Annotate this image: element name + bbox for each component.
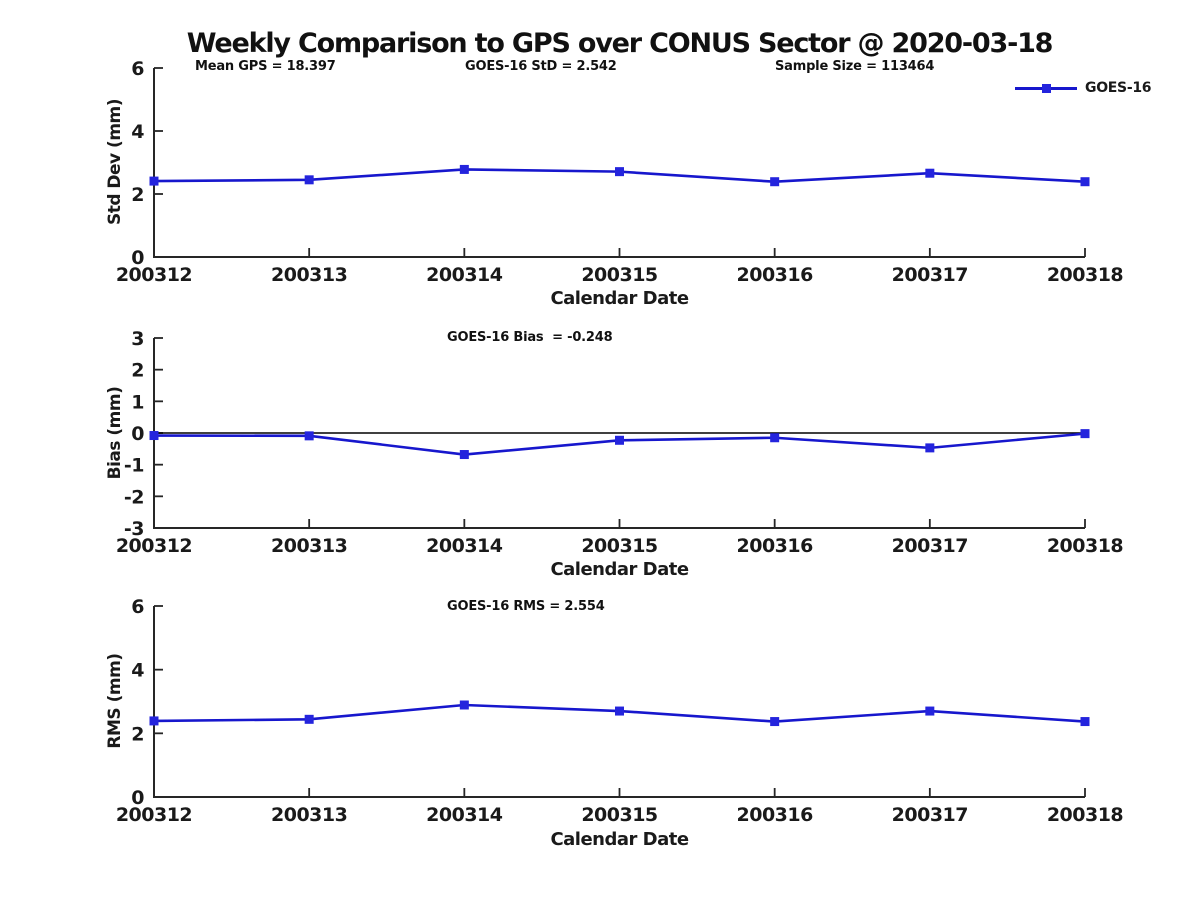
y-axis-label-stddev: Std Dev (mm) — [105, 98, 125, 226]
data-point-marker — [615, 435, 624, 445]
x-axis-label-calendar-date-1: Calendar Date — [550, 288, 689, 309]
axes-frame — [153, 68, 1085, 258]
x-tick-label: 200313 — [271, 535, 347, 557]
legend-line-sample — [1015, 83, 1077, 93]
x-tick-label: 200317 — [892, 804, 968, 826]
data-point-marker — [925, 706, 935, 716]
x-tick-label: 200318 — [1047, 264, 1124, 286]
annotation-goes16-std: GOES-16 StD = 2.542 — [465, 59, 617, 74]
y-tick-label: 4 — [131, 660, 144, 682]
y-tick-label: -2 — [124, 486, 144, 508]
y-tick-label: 6 — [131, 596, 144, 618]
legend-marker-icon — [1041, 83, 1051, 93]
x-tick-label: 200317 — [892, 264, 968, 286]
annotation-goes16-bias: GOES-16 Bias = -0.248 — [447, 330, 613, 345]
y-tick-label: 0 — [131, 787, 144, 809]
y-tick-label: -1 — [124, 455, 144, 477]
subplot-1: -3 -2 -1 0 1 2 3 200312 200313 200314 200315 200316… — [116, 328, 1124, 557]
data-point-marker — [149, 176, 159, 186]
data-point-marker — [770, 717, 780, 727]
data-point-marker — [459, 450, 469, 460]
y-tick-label: 2 — [131, 184, 144, 206]
x-tick-label: 200314 — [426, 804, 503, 826]
annotation-mean-gps: Mean GPS = 18.397 — [195, 59, 336, 74]
x-tick-label: 200312 — [116, 535, 192, 557]
x-tick-label: 200317 — [892, 535, 968, 557]
subplot-2: 0 2 4 6 200312 200313 200314 200315 200316 200317… — [116, 596, 1124, 826]
y-tick-label: 0 — [131, 423, 144, 445]
x-axis-label-calendar-date-2: Calendar Date — [550, 559, 689, 580]
y-tick-label: 2 — [131, 723, 144, 745]
data-point-marker — [304, 175, 314, 185]
data-point-marker — [925, 443, 935, 453]
x-tick-label: 200315 — [581, 804, 657, 826]
annotation-sample-size: Sample Size = 113464 — [775, 59, 935, 74]
data-point-marker — [304, 431, 314, 441]
axes-frame — [153, 606, 1085, 798]
legend-label: GOES-16 — [1085, 80, 1152, 96]
data-point-marker — [1080, 717, 1090, 727]
annotation-goes16-rms: GOES-16 RMS = 2.554 — [447, 599, 605, 614]
y-tick-label: 6 — [131, 58, 144, 80]
y-tick-label: 1 — [131, 391, 144, 413]
data-point-marker — [1080, 429, 1090, 439]
data-point-marker — [925, 168, 935, 178]
data-point-marker — [459, 164, 469, 174]
y-tick-label: -3 — [124, 518, 144, 540]
x-tick-label: 200315 — [581, 535, 657, 557]
y-axis-label-bias: Bias (mm) — [105, 386, 125, 480]
data-point-marker — [149, 431, 159, 441]
y-tick-label: 4 — [131, 121, 144, 143]
x-tick-label: 200316 — [737, 535, 814, 557]
x-tick-label: 200313 — [271, 264, 347, 286]
legend: GOES-16 — [1015, 80, 1152, 96]
y-axis-label-rms: RMS (mm) — [105, 653, 125, 749]
data-point-marker — [459, 700, 469, 710]
x-tick-label: 200316 — [737, 264, 814, 286]
x-axis-label-calendar-date-3: Calendar Date — [550, 829, 689, 850]
x-tick-label: 200312 — [116, 264, 192, 286]
data-point-marker — [615, 167, 624, 177]
y-tick-label: 0 — [131, 247, 144, 269]
y-tick-label: 3 — [131, 328, 144, 350]
data-point-marker — [770, 433, 780, 443]
x-tick-label: 200318 — [1047, 804, 1124, 826]
x-tick-label: 200312 — [116, 804, 192, 826]
x-tick-label: 200316 — [737, 804, 814, 826]
subplot-0: 0 2 4 6 200312 200313 200314 200315 200316 200317… — [116, 58, 1124, 286]
x-tick-label: 200314 — [426, 264, 503, 286]
x-tick-label: 200314 — [426, 535, 503, 557]
data-point-marker — [615, 706, 624, 716]
data-point-marker — [770, 177, 780, 187]
data-point-marker — [1080, 177, 1090, 187]
data-point-marker — [149, 716, 159, 726]
x-tick-label: 200315 — [581, 264, 657, 286]
y-tick-label: 2 — [131, 360, 144, 382]
x-tick-label: 200313 — [271, 804, 347, 826]
x-tick-label: 200318 — [1047, 535, 1124, 557]
data-point-marker — [304, 714, 314, 724]
figure-title: Weekly Comparison to GPS over CONUS Sect… — [186, 28, 1054, 59]
